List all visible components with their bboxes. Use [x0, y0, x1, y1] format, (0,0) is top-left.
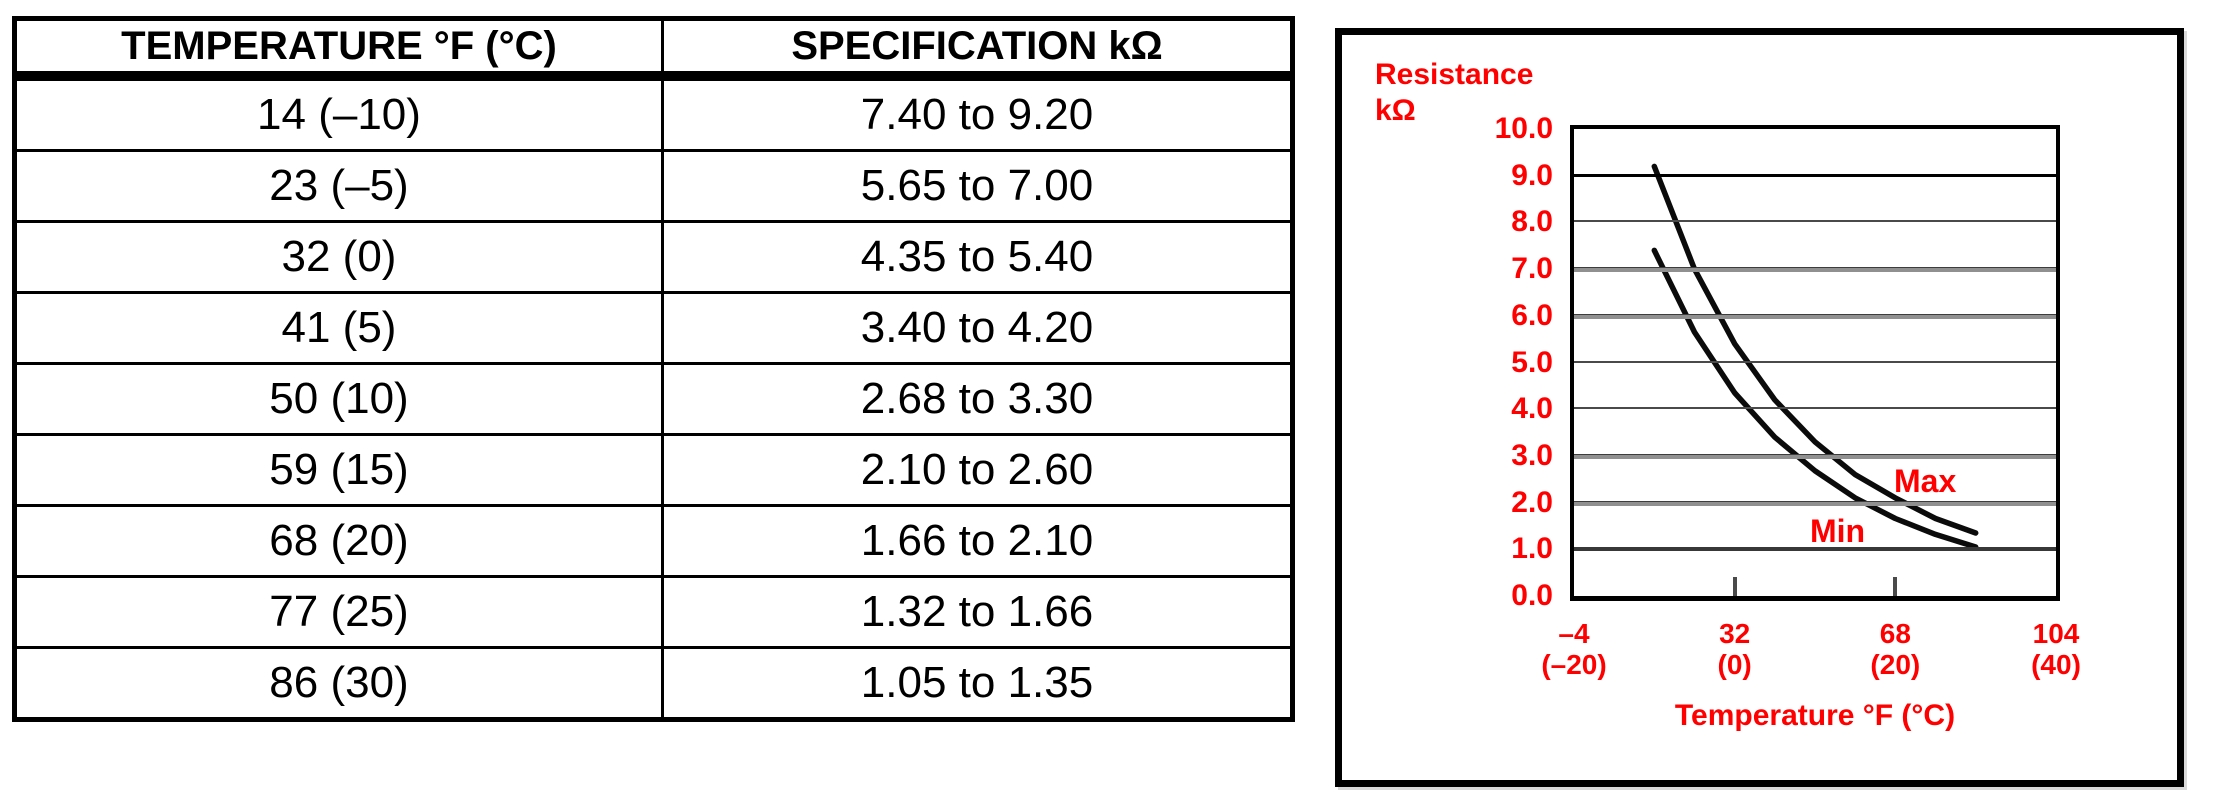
x-tick-label: –4 (–20) — [1494, 618, 1654, 680]
gridline — [1574, 313, 2056, 319]
cell-specification: 1.66 to 2.10 — [661, 504, 1294, 578]
col-header-temperature: TEMPERATURE °F (°C) — [13, 17, 664, 81]
cell-temperature: 59 (15) — [13, 433, 664, 507]
table-body: 14 (–10) 7.40 to 9.20 23 (–5) 5.65 to 7.00 3… — [13, 74, 1294, 721]
y-tick-label: 2.0 — [1511, 485, 1553, 519]
curves-svg — [1651, 163, 1979, 550]
y-tick-label: 4.0 — [1511, 392, 1553, 426]
cell-specification: 1.32 to 1.66 — [661, 575, 1294, 649]
x-tick-celsius: (–20) — [1541, 649, 1607, 680]
x-tick-celsius: (20) — [1870, 649, 1921, 680]
table-row: 32 (0) 4.35 to 5.40 — [13, 220, 1294, 294]
cell-temperature: 23 (–5) — [13, 149, 664, 223]
y-tick-label: 0.0 — [1511, 579, 1553, 612]
min-curve-label: Min — [1810, 513, 1866, 549]
chart-inner: Resistance kΩ Max Min Temperature °F (°C)… — [1342, 35, 2177, 780]
cell-specification: 5.65 to 7.00 — [661, 149, 1294, 223]
x-tick-label: 32 (0) — [1655, 618, 1815, 680]
cell-specification: 3.40 to 4.20 — [661, 291, 1294, 365]
cell-temperature: 41 (5) — [13, 291, 664, 365]
y-tick-label: 3.0 — [1511, 438, 1553, 472]
table-header-row: TEMPERATURE °F (°C) SPECIFICATION kΩ — [13, 17, 1294, 81]
cell-specification: 7.40 to 9.20 — [661, 74, 1294, 152]
x-tick-fahrenheit: –4 — [1558, 618, 1590, 649]
y-tick-label: 5.0 — [1511, 345, 1553, 379]
table-row: 50 (10) 2.68 to 3.30 — [13, 362, 1294, 436]
table-row: 41 (5) 3.40 to 4.20 — [13, 291, 1294, 365]
cell-temperature: 77 (25) — [13, 575, 664, 649]
x-tick-fahrenheit: 32 — [1719, 618, 1751, 649]
cell-temperature: 50 (10) — [13, 362, 664, 436]
col-header-specification: SPECIFICATION kΩ — [661, 17, 1294, 81]
cell-specification: 2.10 to 2.60 — [661, 433, 1294, 507]
cell-temperature: 68 (20) — [13, 504, 664, 578]
gridline — [1574, 407, 2056, 410]
x-tick-label: 104 (40) — [1976, 618, 2136, 680]
x-tick-celsius: (40) — [2031, 649, 2081, 680]
cell-specification: 2.68 to 3.30 — [661, 362, 1294, 436]
x-axis-title: Temperature °F (°C) — [1674, 699, 1956, 732]
y-tick-label: 9.0 — [1511, 158, 1553, 192]
y-tick-label: 8.0 — [1511, 205, 1553, 239]
x-axis-tick — [1893, 577, 1898, 596]
resistance-chart: Resistance kΩ Max Min Temperature °F (°C)… — [1335, 28, 2184, 787]
cell-temperature: 14 (–10) — [13, 74, 664, 152]
gridline — [1574, 500, 2056, 506]
gridline — [1574, 453, 2056, 459]
x-tick-fahrenheit: 68 — [1879, 618, 1911, 649]
table-row: 68 (20) 1.66 to 2.10 — [13, 504, 1294, 578]
x-tick-fahrenheit: 104 — [2032, 618, 2080, 649]
gridline — [1574, 267, 2056, 273]
cell-temperature: 86 (30) — [13, 646, 664, 721]
table-row: 14 (–10) 7.40 to 9.20 — [13, 74, 1294, 152]
x-axis-tick — [1732, 577, 1737, 596]
gridline — [1574, 547, 2056, 552]
plot-area — [1570, 125, 2060, 601]
gridline — [1574, 220, 2056, 223]
table-row: 23 (–5) 5.65 to 7.00 — [13, 149, 1294, 223]
table-row: 77 (25) 1.32 to 1.66 — [13, 575, 1294, 649]
gridline — [1574, 173, 2056, 177]
max-curve-label: Max — [1894, 463, 1957, 499]
max-curve — [1651, 163, 1979, 536]
y-axis-title: Resistance kΩ — [1375, 57, 1533, 129]
y-tick-label: 10.0 — [1494, 112, 1553, 145]
y-axis-title-line1: Resistance — [1375, 58, 1534, 91]
cell-specification: 4.35 to 5.40 — [661, 220, 1294, 294]
temperature-spec-table: TEMPERATURE °F (°C) SPECIFICATION kΩ 14 … — [12, 16, 1295, 722]
cell-specification: 1.05 to 1.35 — [661, 646, 1294, 721]
cell-temperature: 32 (0) — [13, 220, 664, 294]
table-row: 86 (30) 1.05 to 1.35 — [13, 646, 1294, 721]
table-row: 59 (15) 2.10 to 2.60 — [13, 433, 1294, 507]
y-tick-label: 1.0 — [1511, 532, 1553, 566]
x-tick-celsius: (0) — [1717, 649, 1752, 680]
y-axis-title-line2: kΩ — [1375, 94, 1416, 127]
gridline — [1574, 360, 2056, 363]
min-curve — [1651, 247, 1979, 550]
y-tick-label: 6.0 — [1511, 298, 1553, 332]
x-tick-label: 68 (20) — [1815, 618, 1975, 680]
y-tick-label: 7.0 — [1511, 252, 1553, 286]
